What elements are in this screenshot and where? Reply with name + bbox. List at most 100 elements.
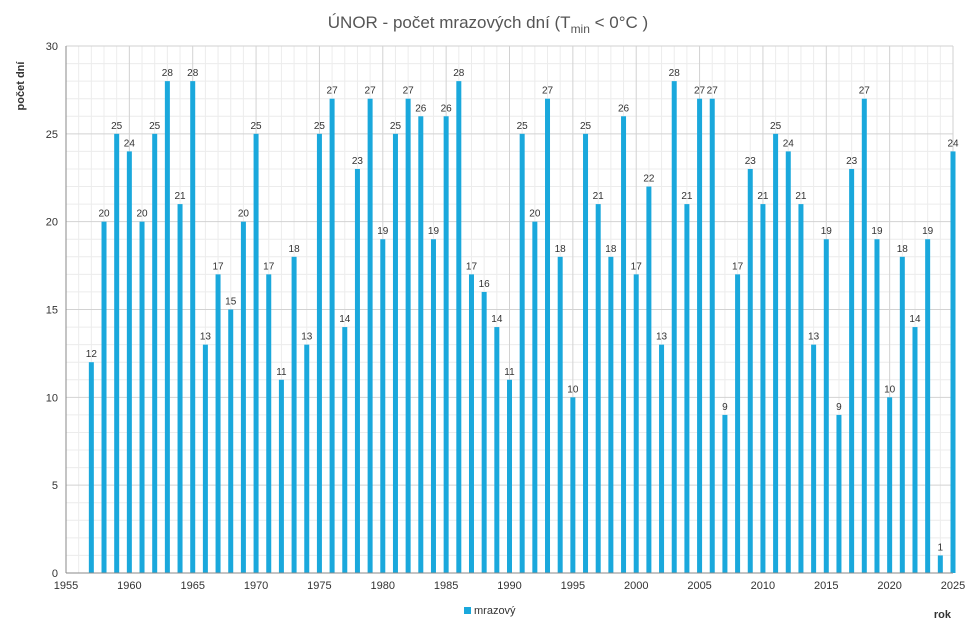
bar	[608, 256, 614, 573]
data-label: 20	[529, 209, 541, 220]
bar	[126, 151, 132, 573]
axes	[65, 46, 953, 574]
data-label: 9	[722, 402, 728, 413]
bar	[316, 133, 322, 574]
data-label: 11	[504, 367, 515, 378]
data-label: 17	[212, 261, 224, 272]
bar	[735, 274, 741, 573]
bar	[215, 274, 221, 573]
bar	[519, 133, 525, 574]
data-label: 19	[871, 226, 883, 237]
bar	[785, 151, 791, 573]
bar	[329, 98, 335, 573]
data-label: 20	[136, 209, 148, 220]
data-label: 15	[225, 297, 237, 308]
chart-title-main: ÚNOR - počet mrazových dní (T	[328, 13, 571, 32]
data-label: 18	[605, 244, 617, 255]
data-label: 13	[656, 332, 668, 343]
data-label: 24	[783, 138, 795, 149]
bar	[899, 256, 905, 573]
data-label: 28	[162, 68, 174, 79]
bar	[823, 239, 829, 573]
x-tick-label: 1980	[371, 580, 395, 592]
bar	[722, 414, 728, 573]
y-tick-label: 20	[46, 217, 58, 229]
bar	[481, 291, 487, 573]
y-tick-label: 15	[46, 305, 58, 317]
data-label: 24	[124, 138, 136, 149]
bar	[925, 239, 931, 573]
data-label: 14	[909, 314, 921, 325]
x-axis-title: rok	[934, 609, 952, 621]
bar	[570, 397, 576, 573]
y-tick-label: 5	[52, 480, 58, 492]
y-tick-label: 30	[46, 41, 58, 53]
data-label: 26	[441, 103, 453, 114]
bar	[101, 221, 107, 573]
x-tick-label: 2010	[751, 580, 775, 592]
data-label: 25	[390, 121, 402, 132]
bar	[418, 116, 424, 574]
bar	[798, 204, 804, 573]
bar	[659, 344, 665, 573]
bar	[164, 81, 170, 573]
data-label: 27	[327, 86, 339, 97]
x-tick-label: 1985	[434, 580, 458, 592]
bar	[684, 204, 690, 573]
data-label: 12	[86, 349, 98, 360]
y-tick-label: 25	[46, 129, 58, 141]
y-tick-label: 10	[46, 392, 58, 404]
data-label: 18	[555, 244, 567, 255]
data-label: 21	[593, 191, 605, 202]
data-label: 25	[314, 121, 326, 132]
data-label: 17	[466, 261, 478, 272]
data-label: 14	[491, 314, 503, 325]
data-label: 27	[403, 86, 415, 97]
data-label: 17	[631, 261, 643, 272]
x-tick-labels: 1955 1960 1965 1970 1975 1980 1985 1990 1995 2000…	[54, 580, 965, 592]
data-label: 21	[174, 191, 186, 202]
data-label: 16	[479, 279, 491, 290]
bar	[633, 274, 639, 573]
chart-title-end: < 0°C )	[590, 13, 648, 32]
bar	[456, 81, 462, 573]
data-label: 1	[938, 542, 944, 553]
bar	[405, 98, 411, 573]
data-label: 19	[377, 226, 389, 237]
bar	[849, 168, 855, 573]
data-label: 23	[352, 156, 364, 167]
data-label: 25	[770, 121, 782, 132]
x-tick-label: 1975	[307, 580, 331, 592]
x-tick-label: 2005	[687, 580, 711, 592]
bar	[342, 327, 348, 573]
data-label: 26	[415, 103, 427, 114]
x-tick-label: 1970	[244, 580, 268, 592]
data-label: 27	[859, 86, 871, 97]
bar	[443, 116, 449, 574]
data-label: 23	[846, 156, 858, 167]
data-label: 21	[757, 191, 769, 202]
x-tick-label: 1955	[54, 580, 78, 592]
bar	[747, 168, 753, 573]
bar	[468, 274, 474, 573]
x-tick-label: 2020	[877, 580, 901, 592]
data-label: 25	[111, 121, 123, 132]
bar	[354, 168, 360, 573]
data-label: 28	[453, 68, 465, 79]
bar	[88, 362, 94, 573]
bar	[114, 133, 120, 574]
data-label: 25	[580, 121, 592, 132]
legend-swatch	[464, 607, 471, 614]
bar	[621, 116, 627, 574]
bar	[152, 133, 158, 574]
chart-title: ÚNOR - počet mrazových dní (Tmin < 0°C )	[328, 13, 648, 36]
bar	[811, 344, 817, 573]
data-label: 25	[149, 121, 161, 132]
bar	[139, 221, 145, 573]
data-label: 19	[922, 226, 934, 237]
bar	[253, 133, 259, 574]
data-label: 13	[200, 332, 212, 343]
data-label: 19	[428, 226, 440, 237]
x-tick-label: 1960	[117, 580, 141, 592]
bar	[240, 221, 246, 573]
